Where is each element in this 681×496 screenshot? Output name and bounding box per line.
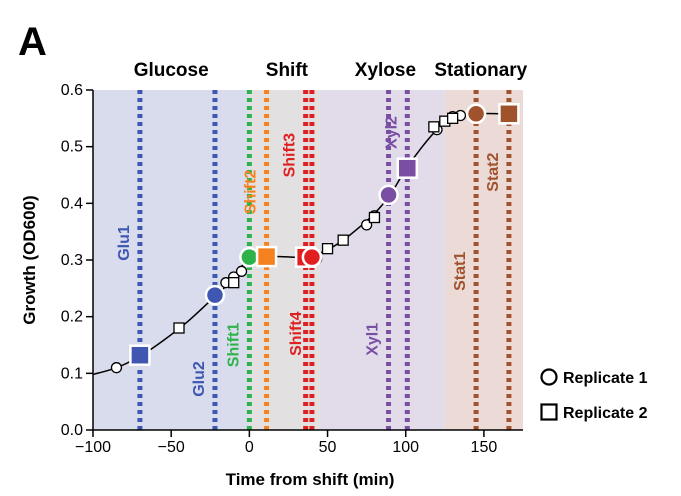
y-tick-label: 0.5 bbox=[61, 139, 83, 156]
replicate-1-point bbox=[110, 362, 123, 374]
axes: −100 −50 0 50 100 150 0.0 0.1 0.2 0.3 0.4 0.5 0.6 bbox=[61, 82, 523, 456]
x-tick-label: 150 bbox=[471, 439, 498, 456]
y-axis-title: Growth (OD600) bbox=[20, 195, 39, 324]
phase-labels: Glucose Shift Xylose Stationary bbox=[134, 60, 528, 81]
phase-band-xylose bbox=[319, 90, 445, 430]
sample-marker-shift2 bbox=[255, 245, 278, 268]
replicate-2-point bbox=[337, 234, 349, 246]
y-tick-label: 0.0 bbox=[61, 422, 83, 439]
y-tick-label: 0.6 bbox=[61, 82, 83, 99]
y-tick-label: 0.1 bbox=[61, 365, 83, 382]
x-tick-label: −50 bbox=[158, 439, 185, 456]
legend-square-marker bbox=[540, 403, 558, 421]
sample-label-stat2: Stat2 bbox=[485, 153, 502, 192]
sample-marker-glu1 bbox=[129, 344, 151, 366]
y-tick-label: 0.3 bbox=[61, 252, 83, 269]
sample-label-shift3: Shift3 bbox=[282, 133, 299, 178]
x-tick-label: −100 bbox=[75, 439, 111, 456]
replicate-2-point bbox=[446, 112, 459, 124]
sample-labels: Glu1 Glu2 Shift1 Shift2 Shift3 Shift4 Xyl1 Xyl2… bbox=[116, 116, 502, 397]
legend-label-replicate-2: Replicate 2 bbox=[563, 405, 648, 422]
phase-label-xylose: Xylose bbox=[355, 60, 416, 81]
sample-label-shift1: Shift1 bbox=[225, 323, 242, 368]
y-tick-label: 0.4 bbox=[61, 195, 83, 212]
x-tick-label: 100 bbox=[392, 439, 419, 456]
phase-label-glucose: Glucose bbox=[134, 60, 209, 81]
sample-label-shift4: Shift4 bbox=[288, 311, 305, 356]
sample-label-xyl2: Xyl2 bbox=[383, 116, 400, 149]
phase-label-shift: Shift bbox=[266, 60, 309, 81]
sample-markers bbox=[129, 103, 520, 366]
replicate-2-point bbox=[321, 243, 334, 255]
sample-label-xyl1: Xyl1 bbox=[365, 323, 382, 356]
phase-label-stationary: Stationary bbox=[434, 60, 527, 81]
x-tick-label: 0 bbox=[245, 439, 254, 456]
replicate-2-point bbox=[173, 322, 185, 334]
y-tick-label: 0.2 bbox=[61, 309, 83, 326]
sample-marker-stat1 bbox=[465, 103, 487, 125]
sample-marker-glu2 bbox=[204, 284, 226, 306]
legend: Replicate 1 Replicate 2 bbox=[540, 368, 648, 422]
sample-label-stat1: Stat1 bbox=[452, 252, 469, 291]
x-axis-title: Time from shift (min) bbox=[226, 470, 395, 489]
sample-label-glu2: Glu2 bbox=[191, 361, 208, 397]
sample-marker-shift4 bbox=[301, 246, 323, 268]
x-tick-label: 50 bbox=[319, 439, 337, 456]
panel-label: A bbox=[18, 20, 47, 64]
sample-label-glu1: Glu1 bbox=[116, 225, 133, 261]
replicate-2-point bbox=[428, 121, 440, 133]
sample-marker-xyl1 bbox=[378, 184, 399, 206]
sample-label-shift2: Shift2 bbox=[243, 170, 260, 215]
sample-marker-xyl2 bbox=[396, 157, 419, 179]
phase-band-glucose bbox=[93, 90, 250, 430]
replicate-2-point bbox=[228, 277, 240, 289]
legend-circle-marker bbox=[540, 368, 558, 386]
replicate-1-point bbox=[235, 265, 248, 277]
replicate-2-point bbox=[368, 211, 381, 224]
sample-marker-stat2 bbox=[498, 103, 520, 125]
legend-label-replicate-1: Replicate 1 bbox=[563, 370, 648, 387]
sample-marker-shift1 bbox=[239, 246, 260, 268]
